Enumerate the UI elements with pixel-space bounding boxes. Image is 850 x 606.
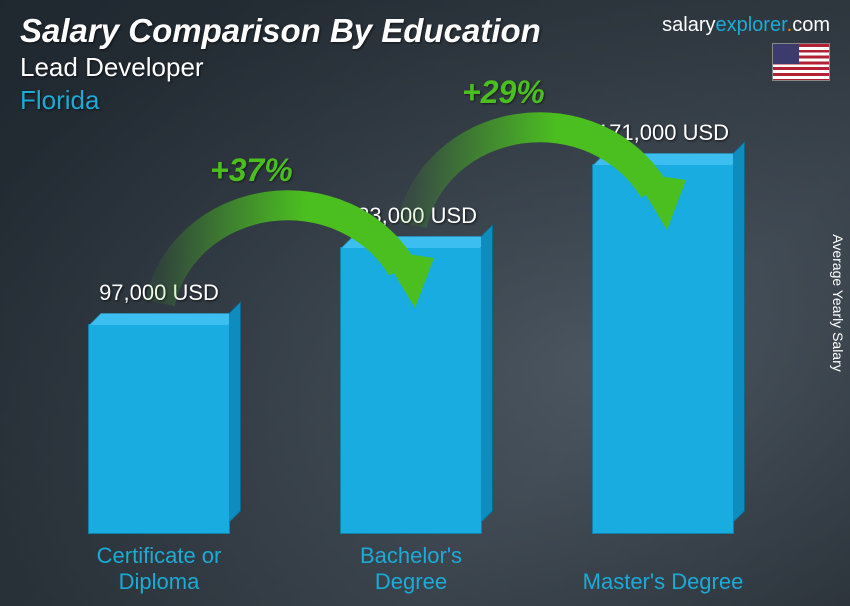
category-label-2: Master's Degree: [573, 569, 753, 594]
y-axis-label: Average Yearly Salary: [830, 234, 846, 372]
us-flag-icon: [772, 43, 830, 81]
brand-text: salaryexplorer.com: [662, 14, 830, 37]
bar-0: [88, 324, 230, 534]
growth-pct-0: +37%: [210, 152, 293, 189]
brand-mid: explorer: [715, 14, 786, 36]
brand-area: salaryexplorer.com: [662, 14, 830, 81]
category-label-1: Bachelor's Degree: [321, 543, 501, 594]
bar-chart: 97,000 USDCertificate or Diploma133,000 …: [0, 66, 850, 606]
category-label-0: Certificate or Diploma: [69, 543, 249, 594]
chart-title: Salary Comparison By Education: [20, 12, 541, 50]
chart-header: Salary Comparison By Education Lead Deve…: [20, 12, 541, 116]
chart-subtitle: Lead Developer: [20, 52, 541, 83]
chart-location: Florida: [20, 85, 541, 116]
